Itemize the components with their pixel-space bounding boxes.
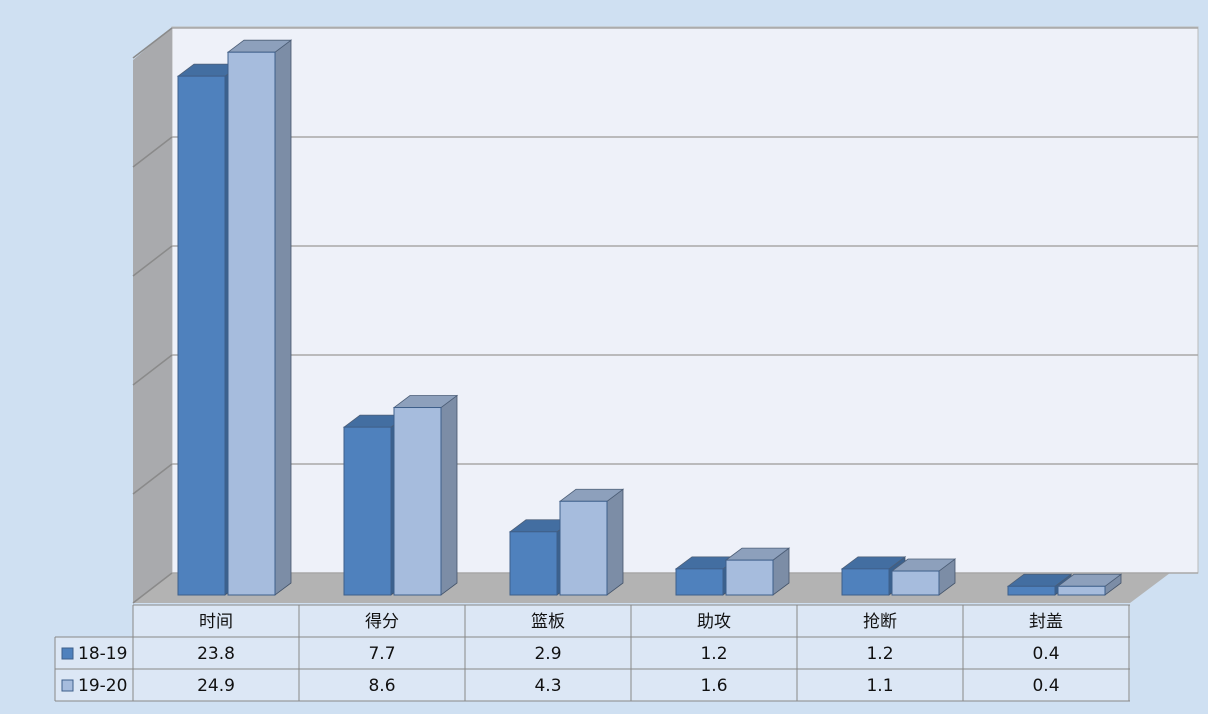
legend-swatch — [61, 647, 74, 660]
grid-line-side — [132, 245, 173, 277]
table-value: 1.6 — [700, 676, 727, 696]
table-value: 2.9 — [534, 644, 561, 664]
x-tick-label: 得分 — [365, 612, 399, 632]
grid-line-side — [132, 463, 173, 495]
x-tick-label: 篮板 — [531, 612, 565, 632]
bar — [891, 570, 940, 596]
back-wall — [171, 26, 1199, 574]
legend-label: 18-19 — [78, 644, 127, 664]
bar — [725, 559, 774, 596]
side-wall — [133, 27, 172, 603]
bar-side — [274, 39, 292, 596]
legend-label: 19-20 — [78, 676, 127, 696]
bar — [559, 500, 608, 596]
x-tick-label: 助攻 — [697, 612, 731, 632]
table-value: 4.3 — [534, 676, 561, 696]
grid-line-side — [132, 136, 173, 168]
bar — [1007, 585, 1056, 596]
table-value: 1.1 — [866, 676, 893, 696]
bar-side — [440, 394, 458, 596]
grid-line-side — [132, 572, 173, 604]
table-value: 1.2 — [700, 644, 727, 664]
bar — [343, 426, 392, 596]
x-tick-label: 封盖 — [1029, 612, 1063, 632]
table-value: 1.2 — [866, 644, 893, 664]
table-value: 0.4 — [1032, 676, 1059, 696]
bar — [177, 75, 226, 596]
table-value: 8.6 — [368, 676, 395, 696]
grid-line-side — [132, 354, 173, 386]
x-tick-label: 抢断 — [863, 612, 897, 632]
table-value: 0.4 — [1032, 644, 1059, 664]
bar — [841, 568, 890, 596]
bar — [393, 407, 442, 596]
bar — [675, 568, 724, 596]
table-value: 7.7 — [368, 644, 395, 664]
table-value: 23.8 — [197, 644, 235, 664]
bar — [1057, 585, 1106, 596]
x-tick-label: 时间 — [199, 612, 233, 632]
bar — [509, 531, 558, 596]
grid-line-side — [132, 27, 173, 59]
bar-side — [606, 488, 624, 596]
legend-swatch — [61, 679, 74, 692]
table-value: 24.9 — [197, 676, 235, 696]
bar — [227, 51, 276, 596]
